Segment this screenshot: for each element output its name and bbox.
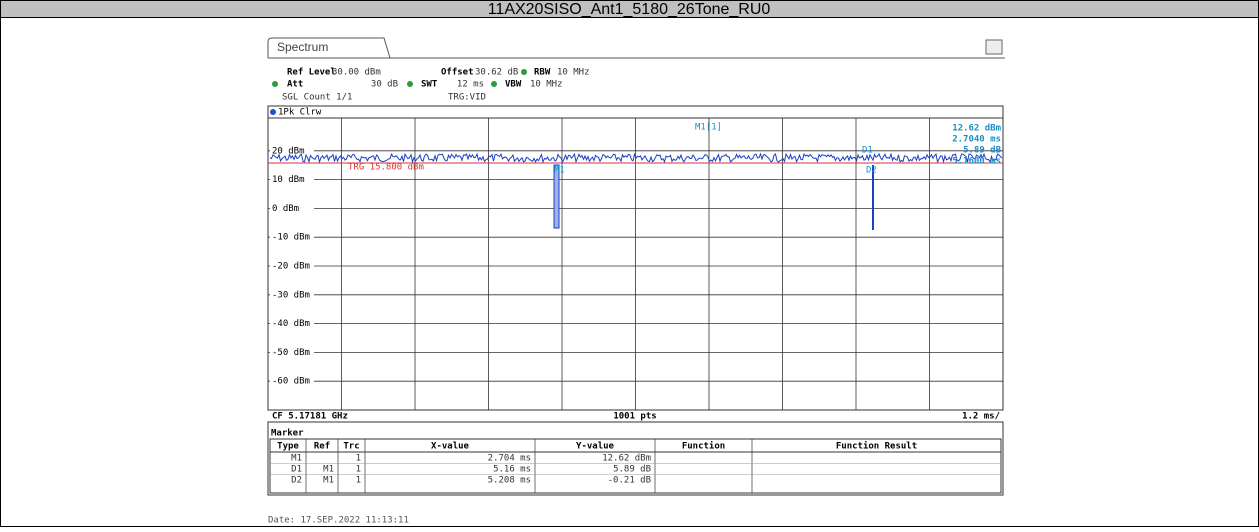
table-header: Trc (343, 442, 359, 452)
label-bg (270, 144, 314, 157)
icon[interactable] (985, 39, 1003, 55)
label-bg (270, 317, 314, 330)
readout-value: 5.89 dB (963, 146, 1002, 156)
sgl-count: SGL Count 1/1 (282, 93, 352, 103)
table-header: Type (277, 442, 299, 452)
readout-value: 12.62 dBm (952, 124, 1001, 134)
table-cell: M1 (323, 465, 334, 475)
status-dot (491, 81, 497, 87)
marker-panel (267, 421, 1004, 496)
setting-label: Offset (441, 68, 474, 78)
table-cell: 1 (356, 465, 361, 475)
table-header: Function Result (836, 441, 917, 452)
readout-name: M1[1] (695, 123, 722, 133)
status-dot (272, 81, 278, 87)
table-cell: D1 (291, 465, 302, 475)
trigger-label: TRG 15.800 dBm (348, 163, 424, 173)
label-bg (270, 173, 314, 186)
table-cell: -0.21 dB (608, 476, 651, 486)
table-cell: M1 (323, 476, 334, 486)
table-cell: 12.62 dBm (602, 454, 651, 464)
setting-label: SWT (421, 80, 438, 90)
table-header: Ref (314, 442, 330, 452)
setting-value: 12 ms (457, 80, 484, 90)
trace-dip (553, 164, 560, 229)
table-cell: 5.208 ms (488, 476, 531, 486)
table-cell: D2 (291, 476, 302, 486)
level-label: -60 dBm (272, 377, 310, 387)
status-dot (521, 69, 527, 75)
level-label: -10 dBm (272, 233, 310, 243)
level-label: -20 dBm (272, 262, 310, 272)
setting-value: 30 dB (371, 80, 398, 90)
trace (269, 152, 1003, 164)
setting-value: 30.62 dB (475, 68, 518, 78)
setting-label: RBW (534, 68, 551, 78)
table-cell: 5.89 dB (613, 465, 651, 475)
label-bg (270, 260, 314, 272)
setting-value: 30.00 dBm (332, 68, 381, 78)
tab-label: Spectrum (277, 40, 328, 54)
level-label: 10 dBm (272, 175, 305, 185)
points: 1001 pts (613, 412, 656, 422)
setting-label: Att (287, 80, 303, 90)
title: 11AX20SISO_Ant1_5180_26Tone_RU0 (488, 1, 771, 18)
label-bg (270, 288, 314, 301)
trg: TRG:VID (448, 93, 486, 103)
marker-title: Marker (271, 429, 304, 439)
setting-label: VBW (505, 80, 522, 90)
date: Date: 17.SEP.2022 11:13:11 (268, 516, 409, 526)
setting-value: 10 MHz (557, 68, 590, 78)
level-label: 20 dBm (272, 146, 305, 156)
label-bg (270, 202, 314, 215)
tab (267, 37, 391, 59)
table-header: Function (682, 441, 725, 452)
setting-value: 10 MHz (530, 80, 563, 90)
table-cell: M1 (291, 454, 302, 464)
label-bg (270, 346, 314, 359)
label-bg (270, 231, 314, 244)
status-dot (407, 81, 413, 87)
table-header: X-value (431, 442, 470, 452)
label-bg (270, 375, 314, 388)
center-frequency: CF 5.17181 GHz (272, 412, 348, 422)
table-cell: 2.704 ms (488, 454, 531, 464)
readout-value: 5.1600 ms (952, 157, 1001, 167)
trace-dot (270, 109, 276, 115)
table-header: Y-value (576, 442, 615, 452)
level-label: -40 dBm (272, 319, 310, 329)
table-cell: 1 (356, 476, 361, 486)
marker-label: M1 (554, 166, 565, 176)
span: 1.2 ms/ (962, 412, 1000, 422)
table-frame (269, 438, 1002, 494)
marker-label: D2 (866, 166, 877, 176)
level-label: -30 dBm (272, 290, 310, 300)
table-cell: 5.16 ms (493, 465, 531, 475)
marker-label: D1 (862, 146, 873, 156)
level-label: 0 dBm (272, 204, 299, 214)
trace-label: 1Pk Clrw (278, 108, 322, 118)
setting-label: Ref Level (287, 68, 336, 78)
table-cell: 1 (356, 454, 361, 464)
level-label: -50 dBm (272, 348, 310, 358)
readout-value: 2.7040 ms (952, 135, 1001, 145)
